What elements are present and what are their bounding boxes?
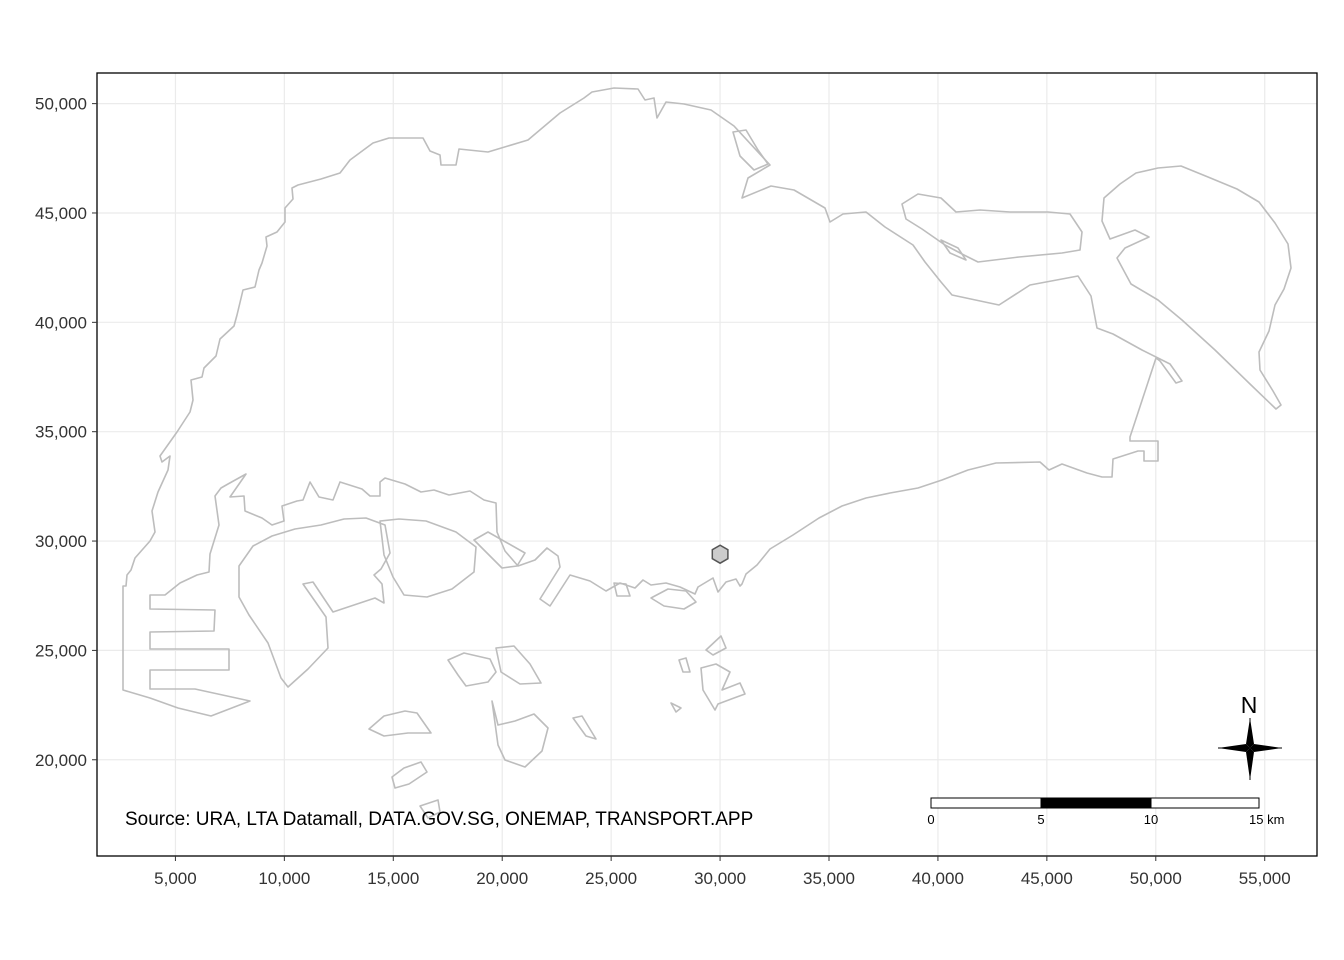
island-south-3 <box>368 710 432 737</box>
y-axis: 50,000 45,000 40,000 35,000 30,000 25,000 20,0… <box>35 95 97 770</box>
island-south-9 <box>678 657 691 673</box>
grid-lines <box>97 73 1317 856</box>
x-tick-label: 25,000 <box>585 869 637 888</box>
island-south-7 <box>419 799 441 819</box>
y-tick-label: 45,000 <box>35 204 87 223</box>
scale-segment-1 <box>930 797 1042 809</box>
y-tick-label: 35,000 <box>35 423 87 442</box>
coastline-layer <box>122 87 1292 819</box>
island-ne-1 <box>901 193 1083 263</box>
scale-bar: 0 5 10 15 km <box>927 797 1284 827</box>
source-caption: Source: URA, LTA Datamall, DATA.GOV.SG, … <box>125 809 753 830</box>
x-tick-label: 5,000 <box>154 869 197 888</box>
x-tick-label: 45,000 <box>1021 869 1073 888</box>
panel-border <box>96 72 1318 857</box>
scale-segment-3 <box>1150 797 1260 809</box>
location-point-marker <box>711 544 729 565</box>
x-tick-label: 15,000 <box>367 869 419 888</box>
island-changi-bay <box>1101 165 1292 410</box>
islet-3 <box>670 702 682 713</box>
island-south-5 <box>572 715 597 740</box>
scale-label-5: 5 <box>1037 812 1044 827</box>
island-tekong-channel <box>940 239 967 261</box>
scale-segment-2 <box>1040 797 1152 809</box>
x-tick-label: 35,000 <box>803 869 855 888</box>
islet-1 <box>732 129 769 171</box>
y-tick-label: 40,000 <box>35 313 87 332</box>
x-axis: 5,000 10,000 15,000 20,000 25,000 30,000 35,00… <box>154 856 1291 888</box>
x-tick-label: 20,000 <box>476 869 528 888</box>
scale-label-0: 0 <box>927 812 934 827</box>
island-sentosa <box>650 588 697 610</box>
island-west-3 <box>473 531 526 569</box>
scale-label-15: 15 km <box>1249 812 1284 827</box>
x-tick-label: 40,000 <box>912 869 964 888</box>
north-arrow-icon: N <box>1218 692 1282 780</box>
north-label: N <box>1241 692 1258 718</box>
island-south-2 <box>495 645 542 685</box>
island-south-10 <box>700 663 746 711</box>
island-south-8 <box>705 635 727 656</box>
x-tick-label: 50,000 <box>1130 869 1182 888</box>
x-tick-label: 10,000 <box>258 869 310 888</box>
y-tick-label: 30,000 <box>35 532 87 551</box>
island-south-4 <box>491 700 549 768</box>
y-tick-label: 50,000 <box>35 95 87 114</box>
island-west-2 <box>379 518 477 598</box>
y-tick-label: 25,000 <box>35 641 87 660</box>
y-tick-label: 20,000 <box>35 751 87 770</box>
main-island-outline <box>122 87 1183 717</box>
point-layer <box>711 544 729 565</box>
island-south-1 <box>447 652 497 687</box>
island-south-6 <box>391 761 428 789</box>
x-tick-label: 55,000 <box>1239 869 1291 888</box>
islet-2 <box>613 582 631 597</box>
scale-label-10: 10 <box>1144 812 1158 827</box>
island-west-1 <box>238 517 391 688</box>
x-tick-label: 30,000 <box>694 869 746 888</box>
